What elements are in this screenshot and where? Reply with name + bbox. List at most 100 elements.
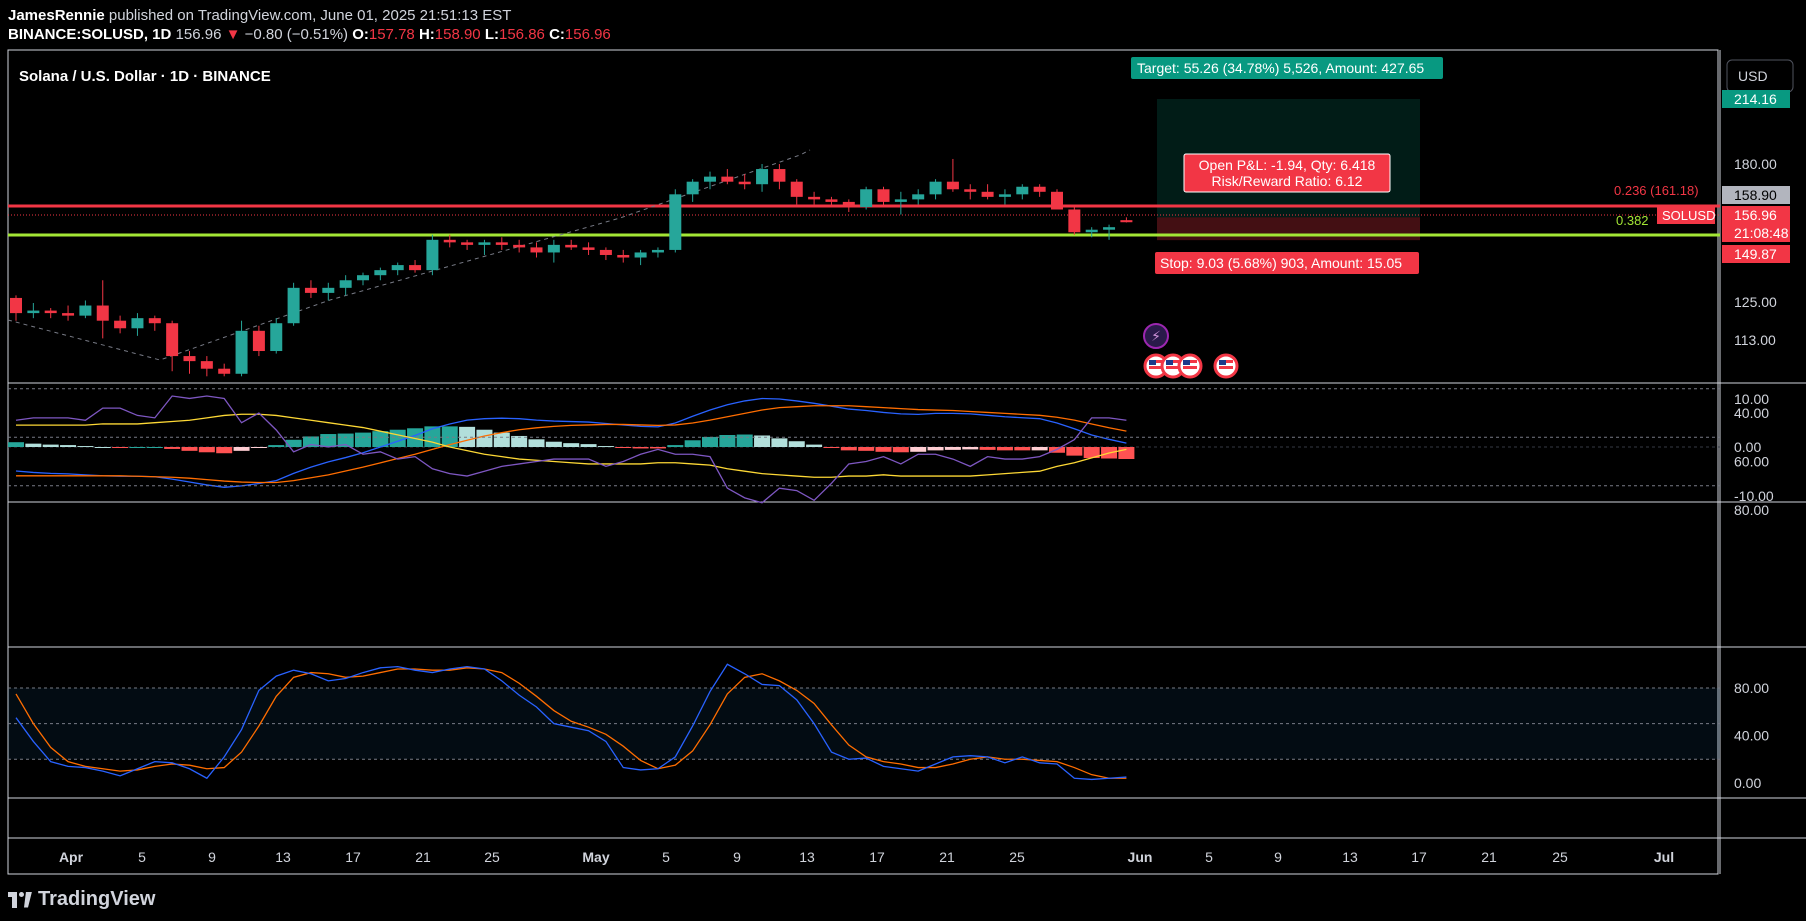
macd-histogram-bar [25,443,42,447]
rsi-tick: 40.00 [1734,405,1769,421]
us-flag-stripe [1166,366,1180,369]
candle-body [391,265,404,271]
low-value: 156.86 [499,26,545,43]
open-value: 157.78 [368,26,415,43]
macd-histogram-bar [840,447,857,451]
ohlc-line: BINANCE:SOLUSD, 1D 156.96 ▼ −0.80 (−0.51… [8,25,611,44]
x-axis-label: 17 [1411,849,1427,865]
candle-body [565,244,578,248]
rsi-ma-line [16,413,1127,478]
lightning-event-icon[interactable] [1143,323,1169,349]
lightning-event-glyph: ⚡ [1151,328,1161,344]
macd-tick: -10.00 [1734,488,1774,504]
tradingview-brand[interactable]: TradingView [8,888,155,911]
x-axis-label: Jun [1128,849,1153,865]
macd-histogram-bar [8,442,24,447]
price-label-target: 214.16 [1734,91,1777,107]
macd-histogram-bar [563,443,580,447]
macd-histogram-bar [927,447,944,451]
target-label-bg [1131,57,1443,79]
macd-histogram-bar [285,439,302,447]
macd-histogram-bar [667,445,684,447]
stoch-tick: 40.00 [1734,728,1769,744]
candle-body [634,252,647,258]
candle-body [773,169,786,182]
chart-title: Solana / U.S. Dollar · 1D · BINANCE [19,68,271,85]
pnl-label: Open P&L: -1.94, Qty: 6.418 [1199,157,1376,173]
candle-body [704,176,716,182]
macd-histogram-bar [979,447,996,450]
macd-histogram-bar [129,447,146,448]
macd-histogram-bar [493,432,510,447]
macd-histogram-bar [233,447,250,451]
candle-body [235,330,248,374]
candle-body [825,199,838,202]
macd-histogram-bar [389,429,406,447]
trend-line [7,149,811,361]
us-flag-stripe [1183,366,1197,369]
x-axis-label: May [582,849,609,865]
publish-line: JamesRennie published on TradingView.com… [8,6,611,25]
macd-histogram-bar [823,447,840,448]
currency-button-label[interactable]: USD [1738,68,1768,84]
candle-body [339,280,352,288]
stop-label: Stop: 9.03 (5.68%) 903, Amount: 15.05 [1160,255,1402,271]
price-label-last: 156.96 [1734,207,1777,223]
candle-body [62,313,75,316]
candle-body [495,242,508,245]
stoch-band-bg [8,688,1720,760]
macd-histogram-bar [632,447,649,449]
macd-histogram-bar [164,447,181,449]
x-axis-label: 13 [1342,849,1358,865]
macd-histogram-bar [407,428,424,447]
x-axis-label: 5 [1205,849,1213,865]
candle-body [842,201,855,207]
x-axis-label: 25 [484,849,500,865]
fib-236-label: 0.236 (161.18) [1614,183,1699,198]
high-label: H: [418,26,435,43]
tradingview-brand-text: TradingView [38,888,156,910]
candle-body [877,189,890,202]
candle-body [270,323,283,352]
candle-body [79,305,92,316]
candle-body [530,247,543,253]
macd-histogram-bar [858,447,875,451]
author-name[interactable]: JamesRennie [8,7,105,24]
macd-histogram-bar [320,434,337,447]
macd-histogram-bar [372,431,389,447]
candle-body [1051,191,1063,210]
stoch-d-line [15,667,1127,779]
macd-histogram-bar [545,441,562,447]
macd-histogram-bar [112,447,129,448]
macd-histogram-bar [736,434,753,447]
macd-histogram-bar [1066,447,1083,456]
tradingview-logo-icon [8,891,32,908]
macd-histogram-bar [42,444,59,447]
candle-body [669,194,682,250]
close-label: C: [549,26,565,43]
us-flag-canton [1183,360,1190,365]
stop-zone [1157,217,1420,241]
x-axis-label: Apr [59,849,84,865]
candle-body [44,310,57,314]
macd-histogram-bar [77,446,94,448]
candle-body [617,254,630,258]
macd-histogram-bar [1118,447,1135,459]
x-axis-label: 17 [345,849,361,865]
candle-body [461,242,474,245]
candle-body [148,318,161,324]
x-axis-label: 21 [939,849,955,865]
target-label: Target: 55.26 (34.78%) 5,526, Amount: 42… [1137,60,1424,76]
x-axis-label: 9 [208,849,216,865]
candle-body [894,199,907,202]
macd-tick: 10.00 [1734,391,1769,407]
candle-body [599,249,612,255]
x-axis-label: 9 [1274,849,1282,865]
macd-histogram-bar [94,447,111,448]
macd-histogram-bar [788,441,805,447]
x-axis-label: 9 [733,849,741,865]
macd-histogram-bar [528,439,545,447]
macd-histogram-bar [684,440,701,447]
x-axis-label: 21 [1481,849,1497,865]
